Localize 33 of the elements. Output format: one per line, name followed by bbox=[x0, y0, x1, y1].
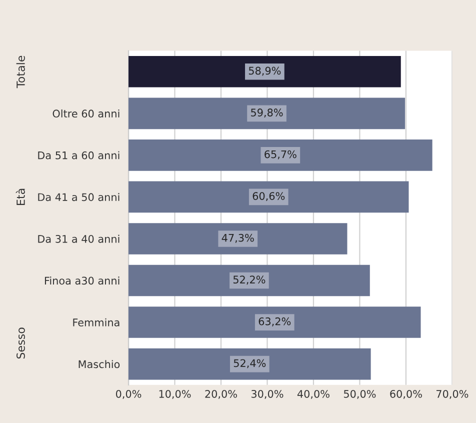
bar bbox=[128, 306, 421, 338]
x-tick-label: 10,0% bbox=[159, 390, 191, 399]
bar bbox=[128, 56, 401, 88]
y-tick-label: Oltre 60 anni bbox=[52, 109, 120, 118]
x-tick-label: 30,0% bbox=[251, 390, 284, 399]
x-tick-label: 0,0% bbox=[116, 390, 142, 399]
data-label: 65,7% bbox=[264, 150, 296, 160]
y-tick-label: Da 51 a 60 anni bbox=[38, 151, 120, 160]
data-label: 60,6% bbox=[252, 192, 285, 202]
bar bbox=[128, 181, 409, 213]
x-tick-label: 70,0% bbox=[436, 390, 468, 399]
y-tick-label: Da 41 a 50 anni bbox=[38, 193, 120, 202]
data-label: 52,4% bbox=[234, 359, 266, 368]
y-tick-label: Da 31 a 40 anni bbox=[38, 234, 120, 243]
x-tick-label: 60,0% bbox=[390, 390, 422, 399]
data-label: 59,8% bbox=[251, 108, 283, 118]
x-tick-label: 50,0% bbox=[344, 390, 376, 399]
bar bbox=[128, 348, 371, 380]
data-label: 63,2% bbox=[258, 317, 291, 326]
y-tick-label: Femmina bbox=[73, 318, 120, 326]
text: Totale bbox=[16, 56, 25, 88]
bar bbox=[128, 140, 432, 171]
y-tick-label: Finoa a30 anni bbox=[44, 276, 120, 285]
text: Sesso bbox=[16, 328, 25, 359]
x-tick-label: 20,0% bbox=[205, 390, 237, 399]
data-label: 47,3% bbox=[222, 234, 254, 243]
data-label: 58,9% bbox=[248, 66, 281, 76]
x-tick-label: 40,0% bbox=[297, 390, 330, 399]
bar bbox=[128, 98, 406, 130]
y-tick-label: Maschio bbox=[78, 360, 120, 368]
bar bbox=[128, 264, 370, 296]
data-label: 52,2% bbox=[233, 276, 266, 285]
text: Età bbox=[16, 188, 25, 205]
